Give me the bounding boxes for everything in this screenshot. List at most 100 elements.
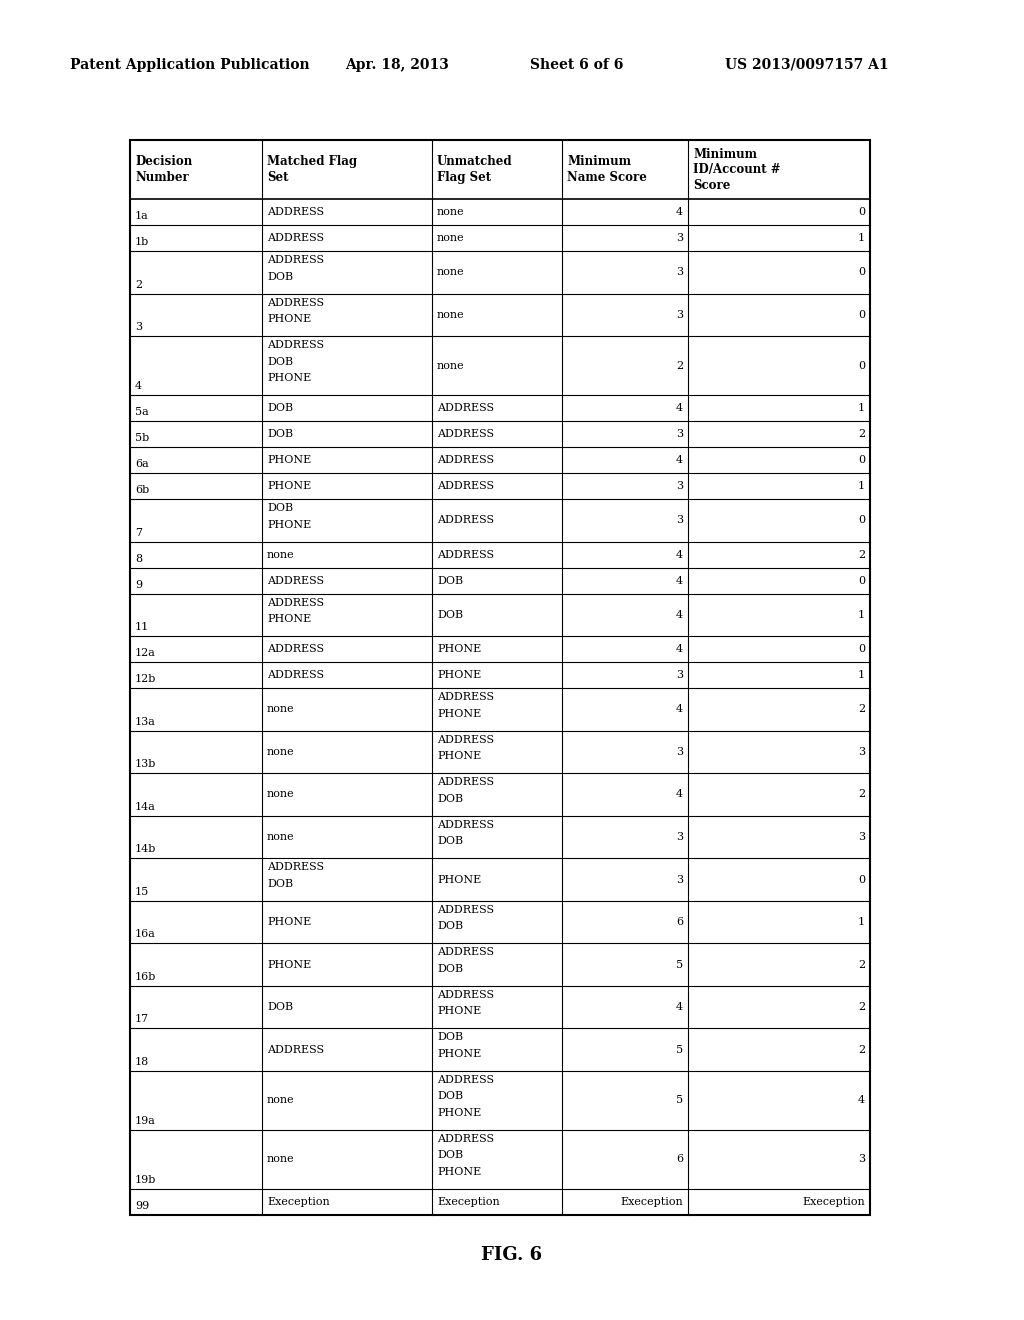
Text: 0: 0 — [858, 455, 865, 465]
Text: none: none — [267, 1096, 295, 1105]
Text: Minimum
Name Score: Minimum Name Score — [567, 156, 647, 183]
Text: 3: 3 — [858, 747, 865, 756]
Text: Patent Application Publication: Patent Application Publication — [70, 58, 309, 73]
Text: DOB: DOB — [267, 403, 293, 413]
Text: 11: 11 — [135, 622, 150, 632]
Text: DOB: DOB — [267, 879, 293, 888]
Text: ADDRESS: ADDRESS — [437, 948, 495, 957]
Text: 3: 3 — [676, 515, 683, 525]
Text: 1b: 1b — [135, 238, 150, 247]
Text: 3: 3 — [676, 429, 683, 440]
Text: ADDRESS: ADDRESS — [437, 904, 495, 915]
Text: ADDRESS: ADDRESS — [437, 990, 495, 999]
Text: 1: 1 — [858, 671, 865, 680]
Text: 4: 4 — [135, 381, 142, 391]
Text: DOB: DOB — [267, 356, 293, 367]
Text: 8: 8 — [135, 553, 142, 564]
Text: DOB: DOB — [437, 576, 463, 586]
Text: Exeception: Exeception — [437, 1197, 500, 1206]
Bar — [130, 140, 870, 1214]
Text: 2: 2 — [858, 960, 865, 970]
Text: ADDRESS: ADDRESS — [437, 403, 495, 413]
Text: ADDRESS: ADDRESS — [437, 1134, 495, 1144]
Text: 7: 7 — [135, 528, 142, 537]
Text: 0: 0 — [858, 875, 865, 884]
Text: DOB: DOB — [267, 1002, 293, 1012]
Text: 14a: 14a — [135, 801, 156, 812]
Text: PHONE: PHONE — [437, 875, 481, 884]
Text: 4: 4 — [676, 549, 683, 560]
Text: 3: 3 — [676, 480, 683, 491]
Text: 6: 6 — [676, 917, 683, 927]
Text: 19b: 19b — [135, 1175, 157, 1185]
Text: ADDRESS: ADDRESS — [267, 644, 325, 655]
Text: 13a: 13a — [135, 717, 156, 726]
Text: PHONE: PHONE — [437, 1107, 481, 1118]
Text: DOB: DOB — [437, 610, 463, 620]
Text: 0: 0 — [858, 268, 865, 277]
Text: Exeception: Exeception — [621, 1197, 683, 1206]
Text: DOB: DOB — [267, 272, 293, 281]
Text: 5: 5 — [676, 1044, 683, 1055]
Text: PHONE: PHONE — [267, 480, 311, 491]
Text: 2: 2 — [135, 280, 142, 289]
Text: 6b: 6b — [135, 486, 150, 495]
Text: 5a: 5a — [135, 407, 148, 417]
Text: 6a: 6a — [135, 459, 148, 469]
Text: PHONE: PHONE — [267, 960, 311, 970]
Text: 6: 6 — [676, 1155, 683, 1164]
Text: 5b: 5b — [135, 433, 150, 444]
Text: 4: 4 — [676, 789, 683, 800]
Text: 1: 1 — [858, 480, 865, 491]
Text: Decision
Number: Decision Number — [135, 156, 193, 183]
Text: DOB: DOB — [437, 837, 463, 846]
Text: 0: 0 — [858, 360, 865, 371]
Text: 4: 4 — [676, 705, 683, 714]
Text: 4: 4 — [676, 1002, 683, 1012]
Text: ADDRESS: ADDRESS — [267, 576, 325, 586]
Text: 1: 1 — [858, 917, 865, 927]
Text: none: none — [267, 705, 295, 714]
Text: DOB: DOB — [437, 1151, 463, 1160]
Text: ADDRESS: ADDRESS — [267, 598, 325, 607]
Text: DOB: DOB — [437, 921, 463, 932]
Text: PHONE: PHONE — [267, 614, 311, 624]
Text: 4: 4 — [676, 610, 683, 620]
Text: ADDRESS: ADDRESS — [267, 255, 325, 265]
Text: none: none — [437, 234, 465, 243]
Text: Apr. 18, 2013: Apr. 18, 2013 — [345, 58, 449, 73]
Text: 12a: 12a — [135, 648, 156, 659]
Text: none: none — [267, 832, 295, 842]
Text: 1a: 1a — [135, 211, 148, 220]
Text: 3: 3 — [676, 671, 683, 680]
Text: none: none — [267, 549, 295, 560]
Text: none: none — [437, 268, 465, 277]
Text: ADDRESS: ADDRESS — [437, 735, 495, 744]
Text: ADDRESS: ADDRESS — [437, 480, 495, 491]
Text: 0: 0 — [858, 310, 865, 319]
Text: PHONE: PHONE — [267, 314, 311, 325]
Text: none: none — [267, 789, 295, 800]
Text: PHONE: PHONE — [437, 1167, 481, 1177]
Text: 14b: 14b — [135, 845, 157, 854]
Text: ADDRESS: ADDRESS — [267, 862, 325, 873]
Text: 4: 4 — [676, 644, 683, 655]
Text: 3: 3 — [676, 875, 683, 884]
Text: 3: 3 — [676, 268, 683, 277]
Text: 3: 3 — [676, 832, 683, 842]
Text: ADDRESS: ADDRESS — [437, 777, 495, 787]
Text: 3: 3 — [135, 322, 142, 333]
Text: Unmatched
Flag Set: Unmatched Flag Set — [437, 156, 513, 183]
Text: none: none — [437, 207, 465, 216]
Text: PHONE: PHONE — [437, 1006, 481, 1016]
Text: ADDRESS: ADDRESS — [437, 455, 495, 465]
Text: 5: 5 — [676, 1096, 683, 1105]
Text: 1: 1 — [858, 403, 865, 413]
Text: 13b: 13b — [135, 759, 157, 770]
Text: none: none — [267, 747, 295, 756]
Text: US 2013/0097157 A1: US 2013/0097157 A1 — [725, 58, 889, 73]
Text: PHONE: PHONE — [267, 520, 311, 529]
Text: ADDRESS: ADDRESS — [437, 692, 495, 702]
Text: 2: 2 — [858, 1002, 865, 1012]
Text: PHONE: PHONE — [437, 751, 481, 762]
